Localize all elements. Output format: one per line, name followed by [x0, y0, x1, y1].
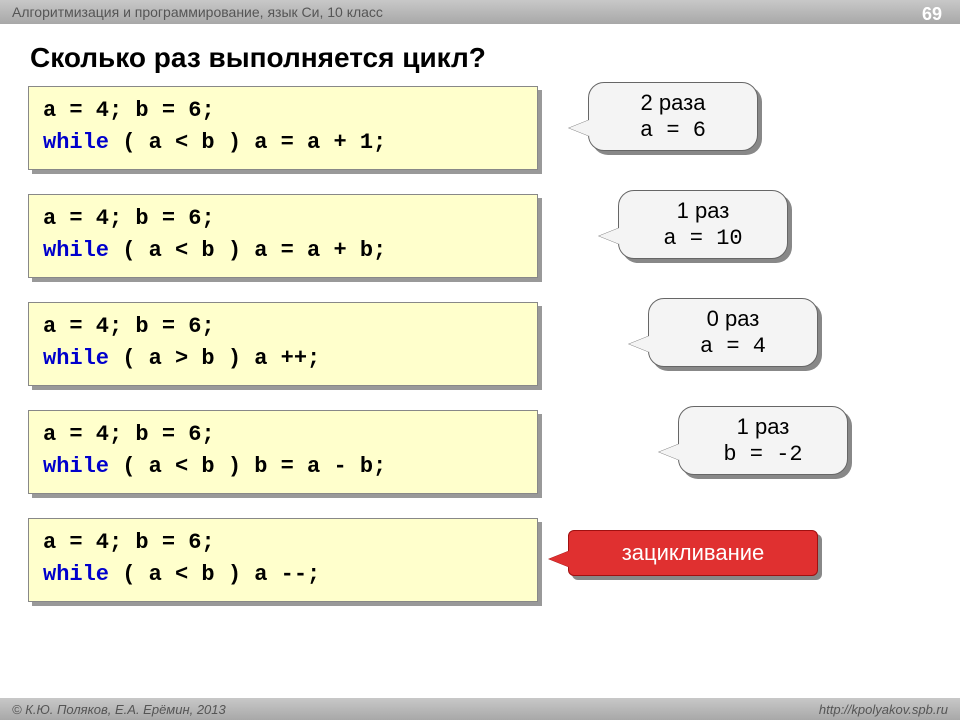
keyword: while	[43, 346, 109, 371]
code-line: while ( a > b ) a ++;	[43, 343, 523, 375]
code-rest: ( a < b ) b = a - b;	[109, 454, 386, 479]
footer-right: http://kpolyakov.spb.ru	[819, 702, 948, 717]
code-box: a = 4; b = 6; while ( a < b ) b = a - b;	[28, 410, 538, 494]
keyword: while	[43, 130, 109, 155]
code-line: while ( a < b ) b = a - b;	[43, 451, 523, 483]
code-box: a = 4; b = 6; while ( a < b ) a --;	[28, 518, 538, 602]
example-row: a = 4; b = 6; while ( a < b ) a = a + b;…	[28, 194, 932, 278]
answer-callout: 1 раз a = 10	[618, 190, 788, 259]
example-row: a = 4; b = 6; while ( a < b ) b = a - b;…	[28, 410, 932, 494]
content-area: a = 4; b = 6; while ( a < b ) a = a + 1;…	[0, 86, 960, 602]
code-line: a = 4; b = 6;	[43, 527, 523, 559]
header-bar: Алгоритмизация и программирование, язык …	[0, 0, 960, 24]
example-row: a = 4; b = 6; while ( a > b ) a ++; 0 ра…	[28, 302, 932, 386]
code-box: a = 4; b = 6; while ( a < b ) a = a + b;	[28, 194, 538, 278]
code-rest: ( a < b ) a = a + 1;	[109, 130, 386, 155]
code-box: a = 4; b = 6; while ( a > b ) a ++;	[28, 302, 538, 386]
code-rest: ( a < b ) a --;	[109, 562, 320, 587]
answer-line: 1 раз	[701, 413, 825, 441]
answer-callout-warning: зацикливание	[568, 530, 818, 576]
keyword: while	[43, 238, 109, 263]
page-title: Сколько раз выполняется цикл?	[30, 42, 960, 74]
footer-left: © К.Ю. Поляков, Е.А. Ерёмин, 2013	[12, 702, 226, 717]
answer-line: зацикливание	[599, 539, 787, 567]
keyword: while	[43, 562, 109, 587]
keyword: while	[43, 454, 109, 479]
code-line: a = 4; b = 6;	[43, 311, 523, 343]
answer-callout: 1 раз b = -2	[678, 406, 848, 475]
code-line: while ( a < b ) a --;	[43, 559, 523, 591]
footer-bar: © К.Ю. Поляков, Е.А. Ерёмин, 2013 http:/…	[0, 698, 960, 720]
code-line: while ( a < b ) a = a + b;	[43, 235, 523, 267]
answer-line: a = 6	[611, 117, 735, 145]
answer-callout: 2 раза a = 6	[588, 82, 758, 151]
page-number: 69	[922, 4, 942, 25]
answer-callout: 0 раз a = 4	[648, 298, 818, 367]
code-line: while ( a < b ) a = a + 1;	[43, 127, 523, 159]
answer-line: 0 раз	[671, 305, 795, 333]
code-rest: ( a < b ) a = a + b;	[109, 238, 386, 263]
code-line: a = 4; b = 6;	[43, 95, 523, 127]
answer-line: a = 10	[641, 225, 765, 253]
example-row: a = 4; b = 6; while ( a < b ) a = a + 1;…	[28, 86, 932, 170]
header-text: Алгоритмизация и программирование, язык …	[12, 4, 383, 20]
example-row: a = 4; b = 6; while ( a < b ) a --; заци…	[28, 518, 932, 602]
code-line: a = 4; b = 6;	[43, 203, 523, 235]
answer-line: a = 4	[671, 333, 795, 361]
answer-line: b = -2	[701, 441, 825, 469]
code-rest: ( a > b ) a ++;	[109, 346, 320, 371]
answer-line: 1 раз	[641, 197, 765, 225]
code-box: a = 4; b = 6; while ( a < b ) a = a + 1;	[28, 86, 538, 170]
code-line: a = 4; b = 6;	[43, 419, 523, 451]
answer-line: 2 раза	[611, 89, 735, 117]
